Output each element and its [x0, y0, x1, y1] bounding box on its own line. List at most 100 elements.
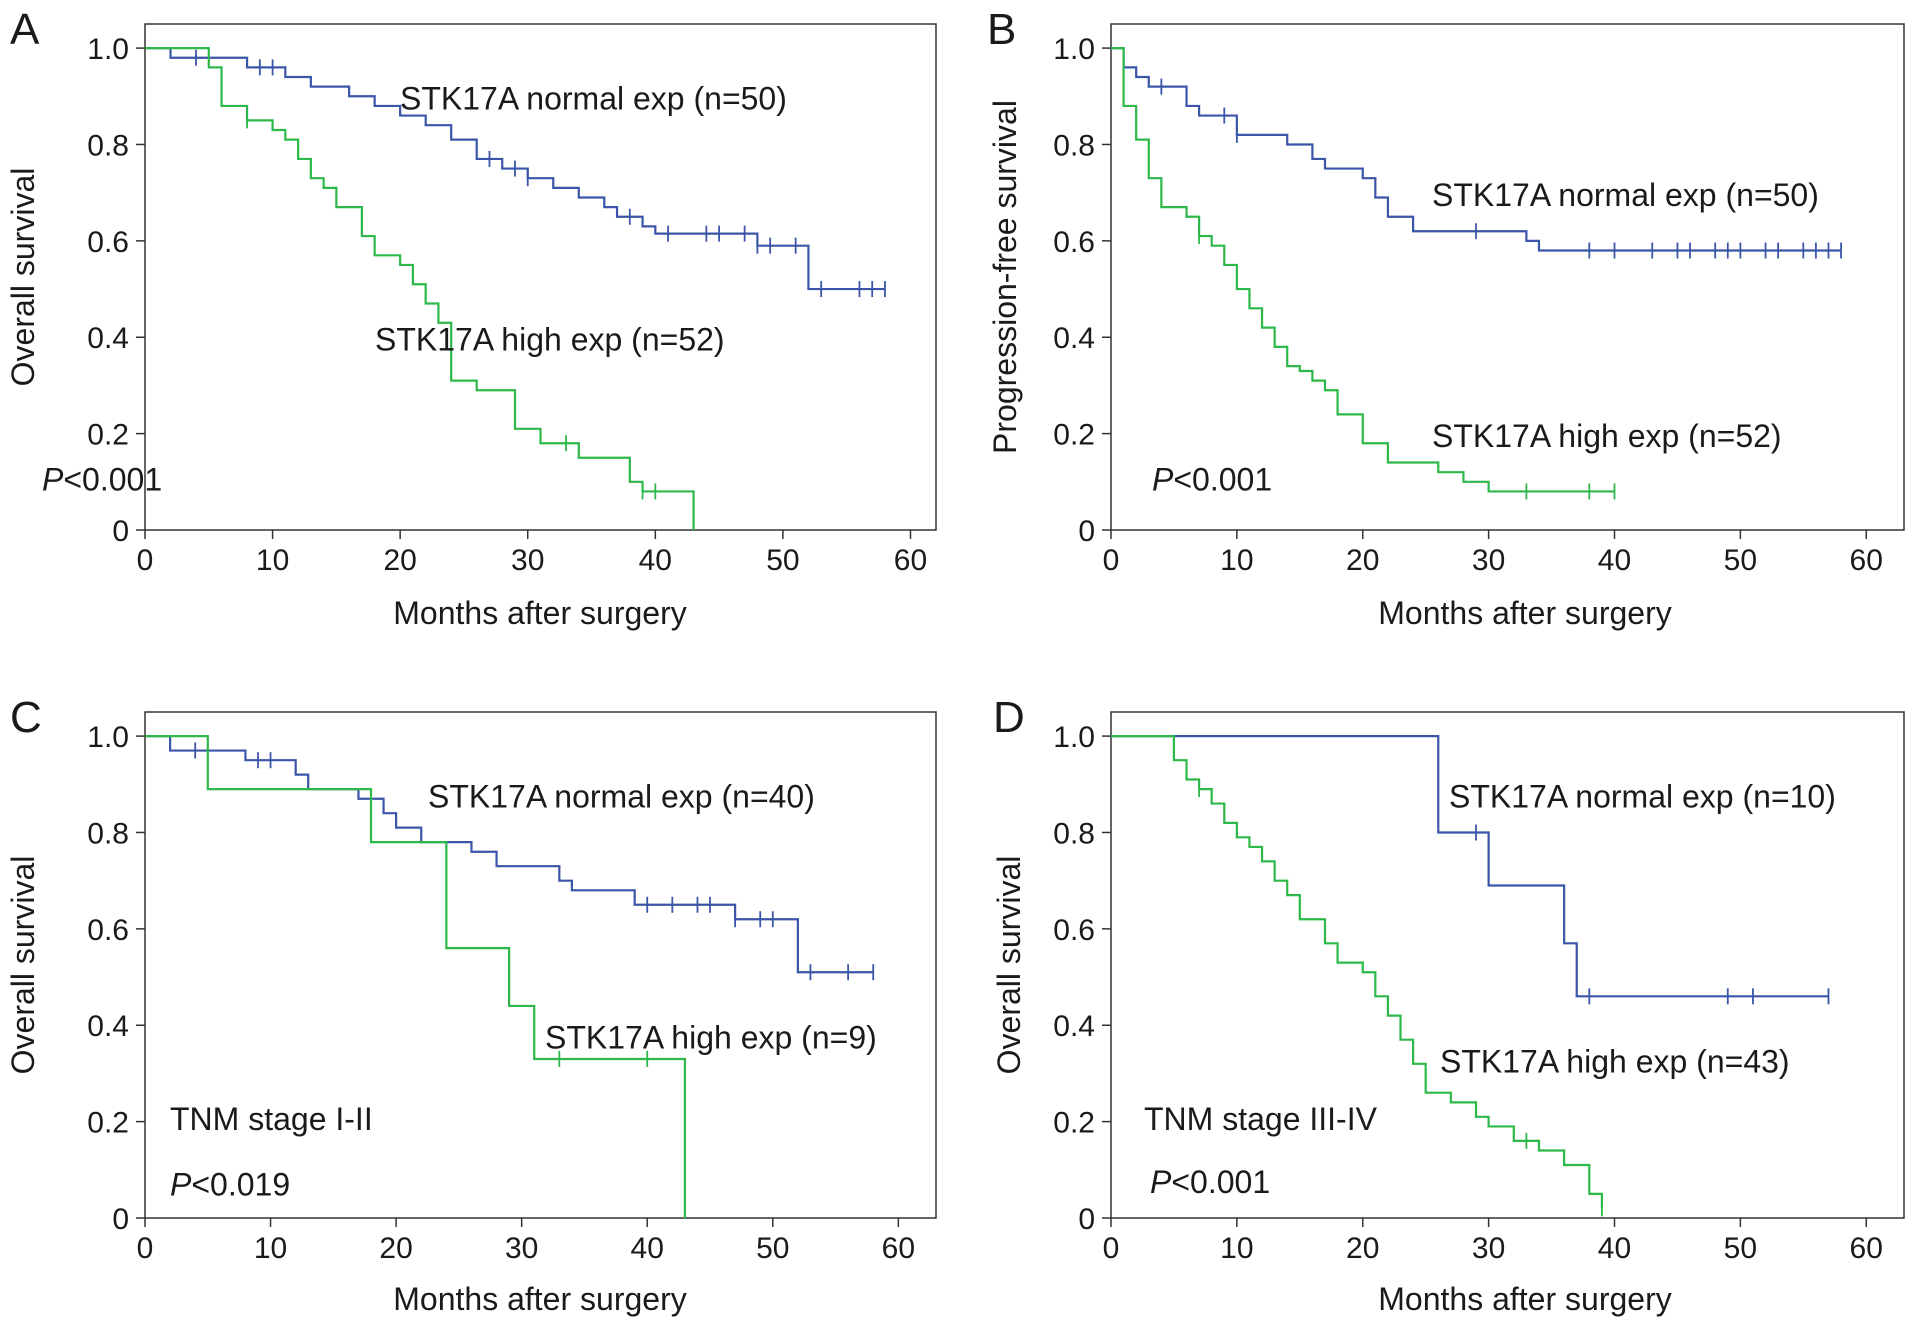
- x-tick-label: 30: [511, 544, 544, 577]
- y-tick-label: 1.0: [87, 721, 129, 754]
- y-axis-label: Progression-free survival: [987, 100, 1023, 454]
- x-tick-label: 50: [766, 544, 799, 577]
- km-curve-normal-exp: [1111, 734, 1829, 998]
- x-tick-label: 20: [383, 544, 416, 577]
- y-tick-label: 0: [112, 1203, 129, 1236]
- panel-letter: D: [993, 693, 1025, 742]
- p-value: P<0.001: [1150, 1164, 1270, 1200]
- x-tick-label: 60: [882, 1232, 915, 1265]
- y-tick-label: 1.0: [1053, 721, 1095, 754]
- y-tick-label: 0.8: [1053, 817, 1095, 850]
- x-axis-label: Months after surgery: [393, 595, 686, 631]
- series-label-normal-exp: STK17A normal exp (n=50): [400, 81, 787, 117]
- y-tick-label: 0: [112, 515, 129, 548]
- x-tick-label: 20: [1346, 1232, 1379, 1265]
- panel-d: D 0 10 20 30 40 50 60 0 0.2 0.4 0.6 0.8 1.0 Months aft…: [991, 693, 1905, 1317]
- x-tick-label: 50: [1724, 544, 1757, 577]
- series-label-high-exp: STK17A high exp (n=52): [1432, 418, 1782, 454]
- series-label-high-exp: STK17A high exp (n=9): [545, 1019, 877, 1055]
- km-curve-high-exp: [145, 734, 686, 1218]
- panel-a: A 0 10 20 30 40 50 60 0 0.2 0.4 0.6 0.8 1.0 Months aft…: [5, 5, 937, 631]
- y-tick-label: 0.2: [1053, 1107, 1095, 1140]
- x-tick-label: 30: [1472, 544, 1505, 577]
- series-label-normal-exp: STK17A normal exp (n=10): [1449, 778, 1836, 814]
- y-tick-label: 0.6: [87, 914, 129, 947]
- panel-letter: B: [987, 5, 1016, 54]
- p-value-text: <0.001: [1173, 461, 1272, 497]
- x-tick-label: 30: [505, 1232, 538, 1265]
- x-tick-label: 60: [894, 544, 927, 577]
- x-tick-label: 40: [1598, 544, 1631, 577]
- p-symbol: P: [1152, 461, 1174, 497]
- p-value: P<0.019: [170, 1166, 290, 1202]
- y-tick-label: 0.6: [1053, 226, 1095, 259]
- panel-c: C 0 10 20 30 40 50 60 0 0.2 0.4 0.6 0.8 1.0 Months aft…: [5, 693, 937, 1317]
- plot-frame: [144, 23, 937, 531]
- x-axis-label: Months after surgery: [393, 1281, 686, 1317]
- x-tick-label: 40: [1598, 1232, 1631, 1265]
- km-curve-high-exp: [1111, 734, 1603, 1209]
- p-value-text: <0.019: [191, 1166, 290, 1202]
- y-tick-label: 0.6: [87, 226, 129, 259]
- x-tick-label: 20: [1346, 544, 1379, 577]
- y-tick-label: 0: [1078, 1203, 1095, 1236]
- x-tick-label: 0: [137, 1232, 154, 1265]
- p-value: P<0.001: [42, 461, 162, 497]
- series-label-normal-exp: STK17A normal exp (n=50): [1432, 177, 1819, 213]
- x-tick-label: 60: [1850, 1232, 1883, 1265]
- y-tick-label: 0: [1078, 515, 1095, 548]
- y-tick-label: 0.4: [1053, 322, 1095, 355]
- y-tick-label: 0.4: [87, 1010, 129, 1043]
- km-curve-normal-exp: [1111, 46, 1842, 252]
- series-label-high-exp: STK17A high exp (n=43): [1440, 1043, 1790, 1079]
- x-tick-label: 30: [1472, 1232, 1505, 1265]
- y-tick-label: 0.8: [87, 817, 129, 850]
- y-axis-label: Overall survival: [5, 856, 41, 1075]
- x-tick-label: 10: [254, 1232, 287, 1265]
- x-tick-label: 40: [631, 1232, 664, 1265]
- plot-frame: [1110, 711, 1905, 1219]
- x-tick-label: 10: [1220, 1232, 1253, 1265]
- stage-label: TNM stage I-II: [170, 1101, 373, 1137]
- p-value-text: <0.001: [63, 461, 162, 497]
- y-tick-label: 0.2: [87, 419, 129, 452]
- x-tick-label: 50: [1724, 1232, 1757, 1265]
- p-value-text: <0.001: [1171, 1164, 1270, 1200]
- x-tick-label: 60: [1850, 544, 1883, 577]
- series-label-high-exp: STK17A high exp (n=52): [375, 322, 725, 358]
- plot-frame: [1110, 23, 1905, 531]
- y-axis-label: Overall survival: [5, 168, 41, 387]
- y-tick-label: 0.6: [1053, 914, 1095, 947]
- x-tick-label: 20: [379, 1232, 412, 1265]
- y-tick-label: 0.4: [87, 322, 129, 355]
- panel-letter: C: [10, 693, 42, 742]
- y-tick-label: 0.2: [87, 1107, 129, 1140]
- y-tick-label: 0.4: [1053, 1010, 1095, 1043]
- x-tick-label: 40: [639, 544, 672, 577]
- x-axis-label: Months after surgery: [1378, 1281, 1671, 1317]
- p-symbol: P: [1150, 1164, 1172, 1200]
- p-symbol: P: [170, 1166, 192, 1202]
- x-tick-label: 10: [256, 544, 289, 577]
- y-tick-label: 0.8: [1053, 129, 1095, 162]
- p-value: P<0.001: [1152, 461, 1272, 497]
- y-tick-label: 0.2: [1053, 419, 1095, 452]
- km-curve-high-exp: [145, 46, 695, 530]
- x-axis-label: Months after surgery: [1378, 595, 1671, 631]
- y-tick-label: 1.0: [87, 33, 129, 66]
- p-symbol: P: [42, 461, 64, 497]
- x-tick-label: 0: [1103, 1232, 1120, 1265]
- panel-letter: A: [10, 5, 40, 54]
- stage-label: TNM stage III-IV: [1144, 1101, 1378, 1137]
- x-tick-label: 0: [1103, 544, 1120, 577]
- x-tick-label: 0: [137, 544, 154, 577]
- km-curve-high-exp: [1111, 46, 1615, 493]
- km-curve-normal-exp: [145, 734, 874, 974]
- series-label-normal-exp: STK17A normal exp (n=40): [428, 778, 815, 814]
- y-tick-label: 1.0: [1053, 33, 1095, 66]
- panel-b: B 0 10 20 30 40 50 60 0 0.2 0.4 0.6 0.8 1.0 Months aft…: [987, 5, 1905, 631]
- y-axis-label: Overall survival: [991, 856, 1027, 1075]
- x-tick-label: 10: [1220, 544, 1253, 577]
